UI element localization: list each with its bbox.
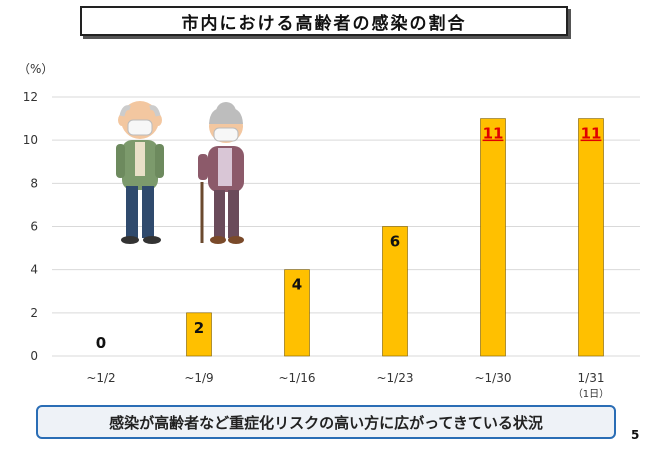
x-tick-label: ~1/23 bbox=[376, 371, 413, 385]
y-tick-label: 8 bbox=[30, 176, 38, 190]
page-number: 5 bbox=[631, 428, 640, 442]
bar bbox=[578, 118, 604, 357]
x-tick-label: ~1/9 bbox=[184, 371, 213, 385]
x-tick-label: ~1/2 bbox=[86, 371, 115, 385]
y-axis-unit-label: （%） bbox=[18, 62, 54, 76]
elderly-woman-illustration bbox=[198, 102, 244, 244]
bar-value-label: 4 bbox=[292, 276, 302, 294]
bar bbox=[186, 312, 212, 357]
summary-callout: 感染が高齢者など重症化リスクの高い方に広がってきている状況 bbox=[36, 405, 616, 439]
y-tick-label: 4 bbox=[30, 263, 38, 277]
y-tick-label: 6 bbox=[30, 220, 38, 234]
bar-value-label: 6 bbox=[390, 233, 400, 251]
bar bbox=[284, 269, 310, 357]
bar bbox=[382, 226, 408, 357]
bar-chart: 0 2 4 6 8 10 12 0 ~1/2 2 ~1/9 4 ~1/16 6 ~1/23 11 ~1/30 11… bbox=[23, 90, 640, 400]
y-tick-label: 10 bbox=[23, 133, 38, 147]
bar-value-label: 11 bbox=[483, 125, 504, 143]
elderly-man-illustration bbox=[116, 101, 164, 244]
slide-title: 市内における高齢者の感染の割合 bbox=[80, 6, 568, 36]
x-tick-label: ~1/30 bbox=[474, 371, 511, 385]
y-tick-label: 2 bbox=[30, 306, 38, 320]
bar-value-label: 0 bbox=[96, 334, 106, 352]
y-tick-label: 12 bbox=[23, 90, 38, 104]
x-tick-sublabel: （1日） bbox=[573, 388, 609, 400]
bar bbox=[480, 118, 506, 357]
y-tick-label: 0 bbox=[30, 349, 38, 363]
x-tick-label: 1/31 bbox=[578, 371, 605, 385]
x-tick-label: ~1/16 bbox=[278, 371, 315, 385]
bar-value-label: 2 bbox=[194, 319, 204, 337]
bar-value-label: 11 bbox=[581, 125, 602, 143]
